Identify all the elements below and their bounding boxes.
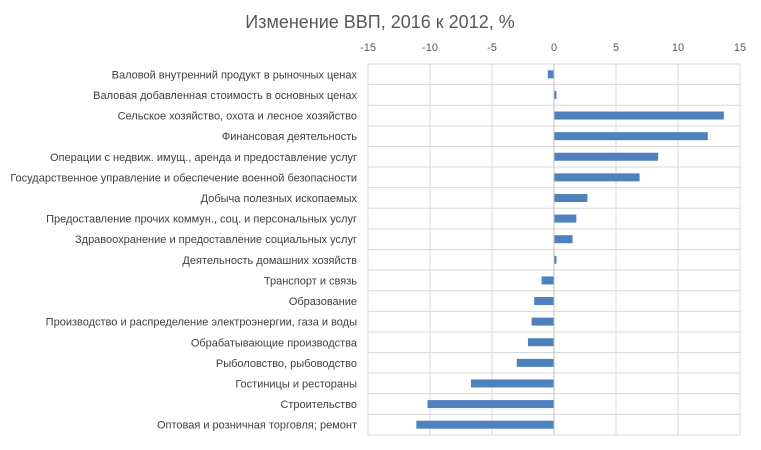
chart-title: Изменение ВВП, 2016 к 2012, % [245,12,514,32]
bar [527,338,554,347]
category-label: Добыча полезных ископаемых [201,193,358,205]
category-label: Финансовая деятельность [222,131,357,143]
category-label: Сельское хозяйство, охота и лесное хозяй… [118,111,357,123]
x-tick-label: -5 [487,42,497,54]
category-label: Транспорт и связь [264,275,357,287]
category-label: Гостиницы и рестораны [235,378,357,390]
category-label: Государственное управление и обеспечение… [10,172,357,184]
bar [416,420,554,429]
bar [554,255,557,264]
bar [554,152,659,161]
category-label: Деятельность домашних хозяйств [182,255,357,267]
bar [470,379,554,388]
bars [416,70,724,429]
bar [531,317,554,326]
bar [554,214,577,223]
category-label: Образование [289,296,357,308]
x-tick-label: 5 [613,42,619,54]
category-label: Валовой внутренний продукт в рыночных це… [112,69,358,81]
category-label: Валовая добавленная стоимость в основных… [93,90,357,102]
bar [554,173,640,182]
category-label: Операции с недвиж. имущ., аренда и предо… [50,152,357,164]
category-label: Оптовая и розничная торговля; ремонт [157,420,357,432]
x-tick-label: -15 [360,42,376,54]
bar [427,400,554,409]
x-axis-ticks: -15 -10 -5 0 5 10 15 [360,42,746,54]
bar [516,358,554,367]
x-tick-label: 0 [551,42,557,54]
x-tick-label: -10 [422,42,438,54]
bar [547,70,554,79]
bar [541,276,554,285]
bar [534,297,554,306]
category-label: Здравоохранение и предоставление социаль… [75,234,357,246]
category-label: Обрабатывающие производства [191,337,358,349]
bar [554,132,708,141]
bar [554,193,588,202]
x-tick-label: 15 [734,42,746,54]
bar [554,235,573,244]
category-label: Производство и распределение электроэнер… [46,317,357,329]
bar [554,111,724,120]
category-label: Предоставление прочих коммун., соц. и пе… [46,214,357,226]
category-label: Рыболовство, рыбоводство [216,358,357,370]
bar [554,90,557,99]
category-labels: Валовой внутренний продукт в рыночных це… [10,69,358,431]
x-tick-label: 10 [672,42,684,54]
category-label: Строительство [280,399,357,411]
